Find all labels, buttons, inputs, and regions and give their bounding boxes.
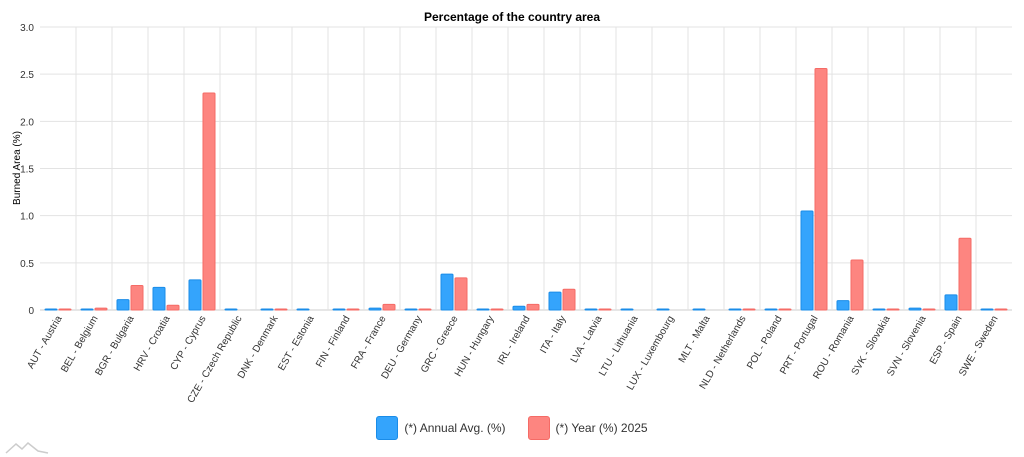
chart-title: Percentage of the country area bbox=[424, 10, 600, 24]
bar-annual-avg[interactable] bbox=[296, 308, 310, 311]
bar-annual-avg[interactable] bbox=[836, 300, 850, 311]
bar-annual-avg[interactable] bbox=[44, 308, 58, 311]
x-tick-label: ESP - Spain bbox=[928, 314, 965, 367]
bar-annual-avg[interactable] bbox=[476, 308, 490, 311]
legend-swatch bbox=[527, 416, 550, 440]
x-tick-label: EST - Estonia bbox=[276, 314, 316, 373]
bar-chart: Percentage of the country area Burned Ar… bbox=[12, 10, 1012, 405]
y-tick-label: 2.5 bbox=[20, 70, 34, 81]
bar-year-2025[interactable] bbox=[274, 308, 288, 311]
bar-annual-avg[interactable] bbox=[80, 308, 94, 311]
legend-label: (*) Year (%) 2025 bbox=[555, 421, 648, 435]
y-tick-label: 1.5 bbox=[20, 165, 34, 176]
bar-annual-avg[interactable] bbox=[692, 308, 706, 311]
bar-annual-avg[interactable] bbox=[332, 308, 346, 311]
bar-year-2025[interactable] bbox=[58, 308, 72, 311]
x-tick-label: DEU - Germany bbox=[380, 314, 425, 381]
x-tick-label: HUN - Hungary bbox=[453, 314, 497, 379]
x-tick-label: GRC - Greece bbox=[419, 314, 461, 375]
bar-year-2025[interactable] bbox=[922, 308, 936, 311]
bar-year-2025[interactable] bbox=[130, 284, 144, 311]
x-tick-label: IRL - Ireland bbox=[496, 314, 533, 367]
bar-year-2025[interactable] bbox=[490, 308, 504, 311]
bar-annual-avg[interactable] bbox=[260, 308, 274, 311]
bar-year-2025[interactable] bbox=[526, 303, 540, 311]
x-tick-label: POL - Poland bbox=[745, 314, 784, 371]
bar-year-2025[interactable] bbox=[562, 288, 576, 311]
x-tick-label: SVK - Slovakia bbox=[850, 314, 893, 378]
bar-annual-avg[interactable] bbox=[620, 308, 634, 311]
y-tick-label: 0.5 bbox=[20, 259, 34, 270]
bar-annual-avg[interactable] bbox=[512, 305, 526, 311]
bar-annual-avg[interactable] bbox=[728, 308, 742, 311]
x-tick-label: SWE - Sweden bbox=[957, 314, 1000, 378]
bar-annual-avg[interactable] bbox=[548, 291, 562, 311]
bar-year-2025[interactable] bbox=[382, 303, 396, 311]
bar-annual-avg[interactable] bbox=[116, 299, 130, 311]
bar-annual-avg[interactable] bbox=[368, 307, 382, 311]
x-tick-label: CYP - Cyprus bbox=[169, 314, 209, 372]
legend-item-year-2025[interactable]: (*) Year (%) 2025 bbox=[527, 416, 648, 440]
x-tick-label: LTU - Lithuania bbox=[597, 314, 641, 378]
bar-annual-avg[interactable] bbox=[224, 308, 238, 311]
bar-annual-avg[interactable] bbox=[800, 210, 814, 311]
bar-year-2025[interactable] bbox=[778, 308, 792, 311]
logo-icon bbox=[5, 441, 49, 454]
bar-annual-avg[interactable] bbox=[764, 308, 778, 311]
legend-label: (*) Annual Avg. (%) bbox=[404, 421, 506, 435]
x-tick-label: FRA - France bbox=[349, 314, 388, 371]
bar-year-2025[interactable] bbox=[202, 92, 216, 311]
bar-year-2025[interactable] bbox=[958, 237, 972, 311]
y-tick-label: 0 bbox=[28, 306, 34, 317]
x-tick-label: ITA - Italy bbox=[538, 314, 568, 355]
bar-annual-avg[interactable] bbox=[584, 308, 598, 311]
bar-year-2025[interactable] bbox=[814, 68, 828, 311]
bar-year-2025[interactable] bbox=[994, 308, 1008, 311]
bar-annual-avg[interactable] bbox=[908, 307, 922, 311]
bar-year-2025[interactable] bbox=[850, 259, 864, 311]
bar-annual-avg[interactable] bbox=[152, 286, 166, 311]
bar-year-2025[interactable] bbox=[454, 277, 468, 311]
x-tick-label: DNK - Denmark bbox=[236, 313, 281, 380]
bar-year-2025[interactable] bbox=[94, 307, 108, 311]
y-tick-label: 1.0 bbox=[20, 212, 34, 223]
bar-year-2025[interactable] bbox=[598, 308, 612, 311]
bar-year-2025[interactable] bbox=[166, 304, 180, 311]
y-tick-label: 3.0 bbox=[20, 23, 34, 34]
bar-annual-avg[interactable] bbox=[188, 279, 202, 311]
x-tick-label: LVA - Latvia bbox=[569, 314, 605, 365]
bar-annual-avg[interactable] bbox=[656, 308, 670, 311]
x-tick-label: MLT - Malta bbox=[677, 314, 713, 365]
bar-annual-avg[interactable] bbox=[980, 308, 994, 311]
x-tick-label: PRT - Portugal bbox=[778, 314, 820, 376]
bar-year-2025[interactable] bbox=[346, 308, 360, 311]
legend: (*) Annual Avg. (%) (*) Year (%) 2025 bbox=[0, 416, 1024, 440]
bar-annual-avg[interactable] bbox=[944, 294, 958, 311]
x-tick-label: BEL - Belgium bbox=[59, 314, 100, 375]
bar-annual-avg[interactable] bbox=[872, 308, 886, 311]
legend-item-annual-avg[interactable]: (*) Annual Avg. (%) bbox=[376, 416, 506, 440]
x-tick-label: AUT - Austria bbox=[25, 314, 64, 371]
x-tick-label: SVN - Slovenia bbox=[885, 314, 929, 379]
x-tick-label: BGR - Bulgaria bbox=[93, 314, 136, 378]
y-axis-label: Burned Area (%) bbox=[12, 131, 23, 205]
legend-swatch bbox=[376, 416, 399, 440]
y-tick-label: 2.0 bbox=[20, 117, 34, 128]
bar-annual-avg[interactable] bbox=[404, 308, 418, 311]
x-tick-label: FIN - Finland bbox=[314, 314, 352, 370]
bar-year-2025[interactable] bbox=[742, 308, 756, 311]
bar-year-2025[interactable] bbox=[886, 308, 900, 311]
bar-annual-avg[interactable] bbox=[440, 273, 454, 311]
x-tick-label: HRV - Croatia bbox=[132, 314, 173, 374]
bar-year-2025[interactable] bbox=[418, 308, 432, 311]
